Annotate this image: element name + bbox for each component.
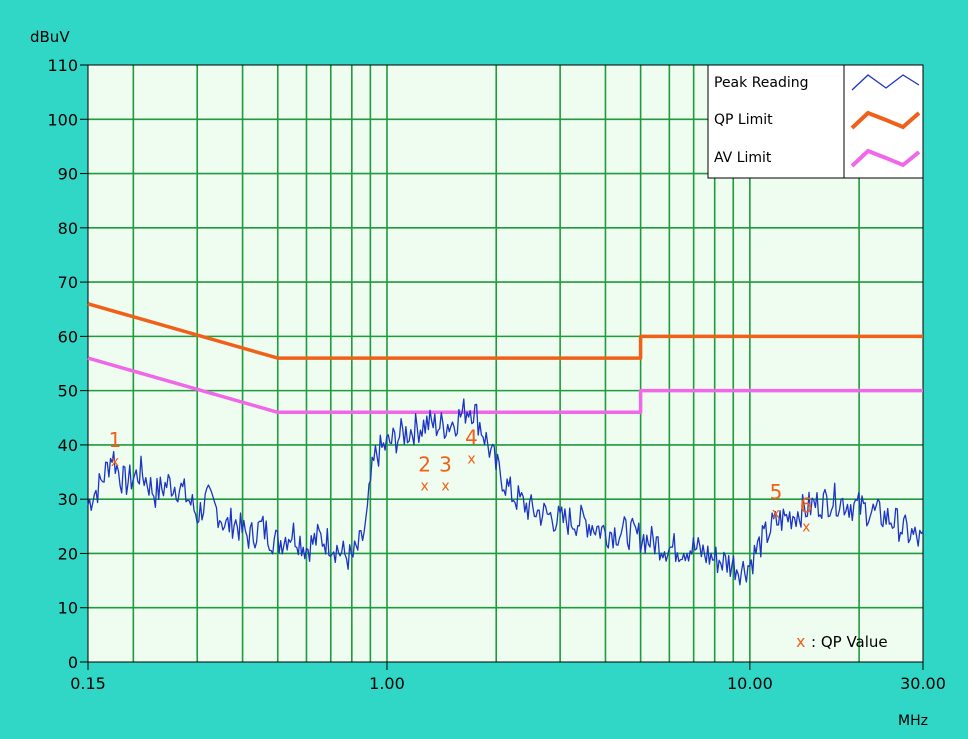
y-axis-label: dBuV xyxy=(30,28,70,46)
x-tick-label: 30.00 xyxy=(900,674,946,693)
qp-value-legend-x: x xyxy=(796,632,805,651)
y-tick-label: 80 xyxy=(58,219,78,238)
qp-value-marker: x xyxy=(802,519,810,535)
y-tick-label: 100 xyxy=(47,110,78,129)
y-tick-label: 60 xyxy=(58,327,78,346)
legend-swatch-qp-limit xyxy=(850,110,921,130)
qp-value-marker: x xyxy=(421,479,429,495)
gridlines xyxy=(88,65,923,662)
y-tick-label: 90 xyxy=(58,165,78,184)
series-peak-reading xyxy=(87,398,924,586)
y-tick-label: 50 xyxy=(58,382,78,401)
qp-value-marker: x xyxy=(772,506,780,522)
qp-value-label: 1 xyxy=(109,428,122,452)
qp-value-legend-label: : QP Value xyxy=(811,633,888,651)
series-qp-limit xyxy=(87,302,923,360)
legend-label-qp-limit: QP Limit xyxy=(714,112,773,128)
y-tick-label: 40 xyxy=(58,436,78,455)
x-axis-label: MHz xyxy=(898,713,928,729)
x-tick-label: 1.00 xyxy=(369,674,405,693)
plot-border xyxy=(87,64,924,663)
qp-value-marker: x xyxy=(441,479,449,495)
x-tick-label: 0.15 xyxy=(70,674,106,693)
qp-value-label: 6 xyxy=(800,493,813,517)
axis-ticks: 0 10 20 30 40 50 60 70 80 90 100 110 0.15 1.00 10.00 30… xyxy=(47,56,945,693)
qp-value-marker: x xyxy=(467,451,475,467)
qp-value-label: 5 xyxy=(770,480,783,504)
y-tick-label: 30 xyxy=(58,490,78,509)
y-tick-label: 70 xyxy=(58,273,78,292)
legend-label-av-limit: AV Limit xyxy=(714,150,772,166)
legend-label-peak: Peak Reading xyxy=(714,75,809,91)
x-tick-label: 10.00 xyxy=(727,674,773,693)
legend: Peak Reading QP Limit AV Limit xyxy=(707,64,924,179)
qp-value-label: 4 xyxy=(465,425,478,449)
legend-swatch-peak xyxy=(851,74,920,91)
qp-value-label: 2 xyxy=(418,453,431,477)
series-group xyxy=(87,302,924,586)
qp-value-label: 3 xyxy=(439,453,452,477)
series-av-limit xyxy=(87,356,923,415)
qp-value-legend: x : QP Value xyxy=(796,632,888,651)
y-tick-label: 10 xyxy=(58,599,78,618)
y-tick-label: 0 xyxy=(68,653,78,672)
legend-swatch-av-limit xyxy=(850,148,921,168)
y-tick-label: 110 xyxy=(47,56,78,75)
y-tick-label: 20 xyxy=(58,544,78,563)
qp-value-marker: x xyxy=(111,454,119,470)
